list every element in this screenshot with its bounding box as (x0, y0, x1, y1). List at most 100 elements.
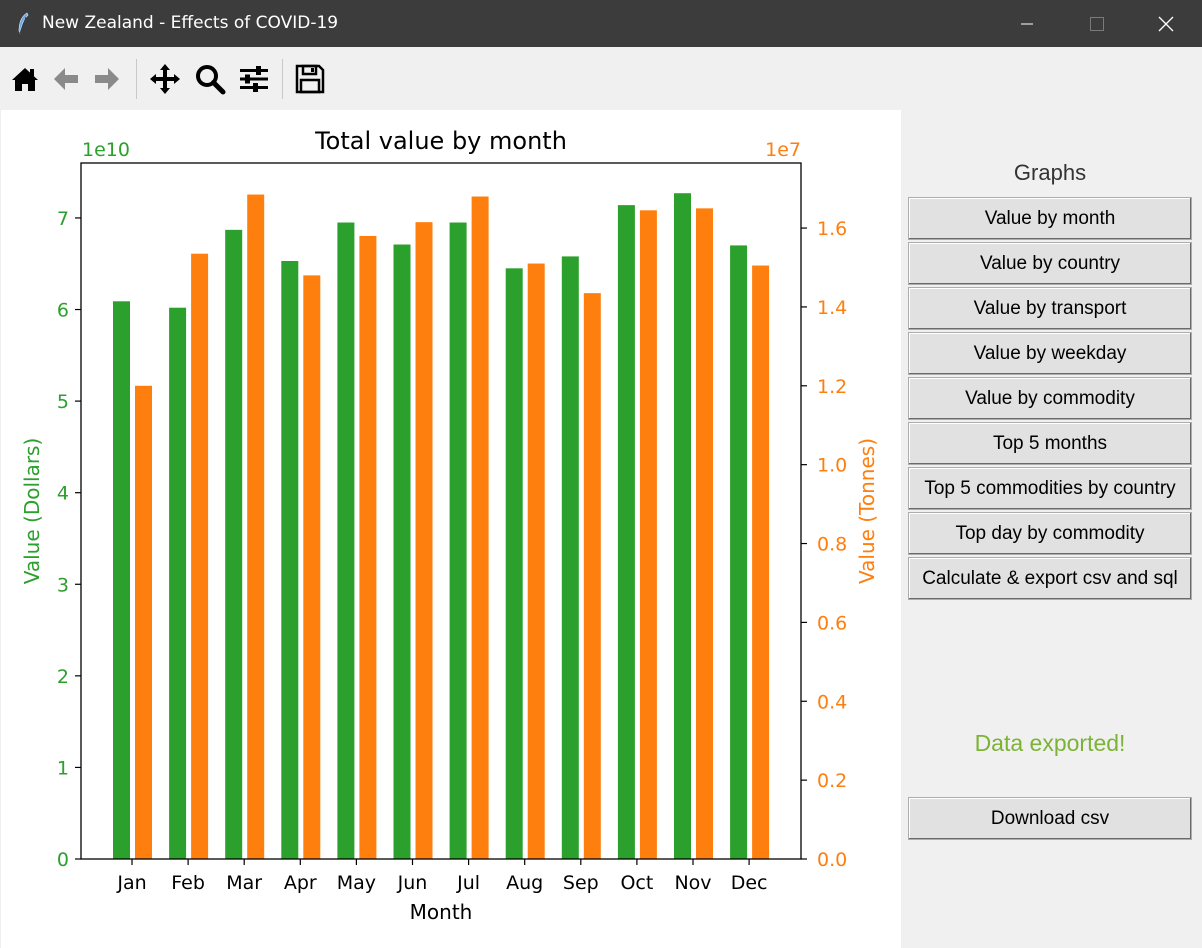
x-tick-label: May (337, 872, 376, 894)
x-tick-label: Aug (506, 872, 543, 894)
plot-canvas[interactable]: 0 1 2 3 4 5 6 7 0.0 0.2 0.4 0.6 0.8 1.0 1.2 1.4 1.6 Jan… (1, 110, 901, 948)
pan-icon (150, 64, 180, 94)
right-tick-label: 0.4 (817, 691, 847, 713)
left-tick-label: 7 (57, 208, 69, 230)
dollars-bar-dec (730, 245, 748, 860)
dollars-bar-jun (393, 244, 411, 860)
graphs-heading: Graphs (1013, 160, 1087, 185)
configure-subplots-icon (240, 66, 268, 92)
dollars-bar-feb (169, 307, 187, 860)
x-tick-label: Jan (116, 872, 146, 894)
calculate-export-button[interactable]: Calculate & export csv and sql (908, 557, 1192, 600)
side-panel: Graphs Value by month Value by country V… (901, 110, 1202, 948)
right-tick-label: 0.8 (817, 534, 847, 556)
dollars-bar-jan (113, 301, 130, 860)
right-tick-label: 1.4 (817, 297, 847, 319)
top-5-commodities-by-country-button[interactable]: Top 5 commodities by country (908, 467, 1192, 510)
left-axis-offset: 1e10 (82, 139, 130, 161)
forward-button[interactable] (91, 63, 123, 95)
value-by-weekday-button[interactable]: Value by weekday (908, 332, 1192, 375)
tonnes-bar-feb (191, 253, 209, 859)
tonnes-bar-dec (752, 265, 770, 859)
download-csv-button[interactable]: Download csv (908, 797, 1192, 840)
y2-axis-label: Value (Tonnes) (855, 438, 879, 584)
value-by-month-button[interactable]: Value by month (908, 197, 1192, 240)
toolbar-separator (282, 59, 283, 99)
tonnes-bar-nov (696, 208, 713, 859)
value-by-commodity-button[interactable]: Value by commodity (908, 377, 1192, 420)
bar-chart: 0 1 2 3 4 5 6 7 0.0 0.2 0.4 0.6 0.8 1.0 1.2 1.4 1.6 Jan… (20, 127, 879, 924)
right-tick-label: 0.0 (817, 849, 847, 871)
left-tick-label: 3 (57, 574, 69, 596)
y-axis-label: Value (Dollars) (20, 438, 44, 585)
left-tick-label: 1 (57, 757, 69, 779)
x-tick-label: Jun (397, 872, 428, 894)
close-button[interactable] (1131, 0, 1201, 47)
export-status-text: Data exported! (974, 730, 1126, 756)
minimize-button[interactable] (992, 0, 1062, 47)
left-tick-label: 4 (57, 483, 69, 505)
left-tick-label: 0 (57, 849, 69, 871)
dollars-bar-apr (281, 260, 299, 859)
dollars-bar-sep (561, 256, 579, 859)
tonnes-bar-oct (639, 210, 657, 859)
dollars-bar-may (337, 222, 355, 859)
tonnes-bar-jul (471, 196, 489, 859)
close-icon (1158, 16, 1174, 31)
tonnes-bar-apr (303, 275, 321, 859)
pan-button[interactable] (149, 63, 181, 95)
x-tick-label: Nov (674, 872, 711, 894)
back-arrow-icon (54, 68, 78, 90)
navigation-toolbar (0, 47, 1202, 110)
x-tick-label: Sep (563, 872, 599, 894)
zoom-icon (196, 65, 226, 95)
plot-frame (80, 162, 802, 860)
tonnes-bar-may (359, 235, 377, 859)
left-tick-label: 5 (57, 391, 69, 413)
home-icon (12, 68, 38, 91)
window-title: New Zealand - Effects of COVID-19 (42, 13, 339, 33)
x-tick-label: Feb (171, 872, 205, 894)
minimize-icon (1021, 23, 1033, 24)
tonnes-bar-sep (583, 293, 601, 859)
x-tick-label: Mar (226, 872, 262, 894)
dollars-bar-nov (674, 193, 691, 859)
chart-title: Total value by month (314, 127, 567, 155)
left-tick-label: 2 (57, 666, 69, 688)
x-tick-label: Oct (620, 872, 653, 894)
x-axis-label: Month (410, 900, 473, 924)
tonnes-bar-jan (135, 385, 152, 859)
dollars-bar-aug (505, 268, 523, 859)
maximize-button[interactable] (1062, 0, 1132, 47)
back-button[interactable] (50, 63, 82, 95)
dollars-bar-oct (617, 205, 635, 859)
title-bar: New Zealand - Effects of COVID-19 (0, 0, 1202, 47)
right-tick-label: 0.2 (817, 770, 847, 792)
feather-icon (18, 12, 29, 34)
right-tick-label: 1.0 (817, 455, 847, 477)
dollars-bar-jul (449, 222, 467, 859)
tonnes-bar-aug (527, 263, 545, 859)
value-by-country-button[interactable]: Value by country (908, 242, 1192, 285)
x-tick-label: Dec (731, 872, 768, 894)
top-day-by-commodity-button[interactable]: Top day by commodity (908, 512, 1192, 555)
maximize-icon (1090, 16, 1104, 31)
home-button[interactable] (9, 63, 41, 95)
right-tick-label: 1.2 (817, 376, 847, 398)
right-axis-offset: 1e7 (765, 139, 801, 161)
x-tick-label: Apr (284, 872, 317, 894)
right-tick-label: 0.6 (817, 612, 847, 634)
tonnes-bar-jun (415, 222, 433, 859)
right-tick-label: 1.6 (817, 218, 847, 240)
value-by-transport-button[interactable]: Value by transport (908, 287, 1192, 330)
toolbar-separator (136, 59, 137, 99)
forward-arrow-icon (95, 68, 119, 90)
save-button[interactable] (294, 63, 326, 95)
configure-subplots-button[interactable] (238, 63, 270, 95)
top-5-months-button[interactable]: Top 5 months (908, 422, 1192, 465)
zoom-button[interactable] (194, 63, 226, 95)
dollars-bar-mar (225, 229, 243, 859)
tonnes-bar-mar (247, 194, 265, 859)
save-icon (295, 64, 325, 94)
x-tick-label: Jul (456, 872, 480, 894)
